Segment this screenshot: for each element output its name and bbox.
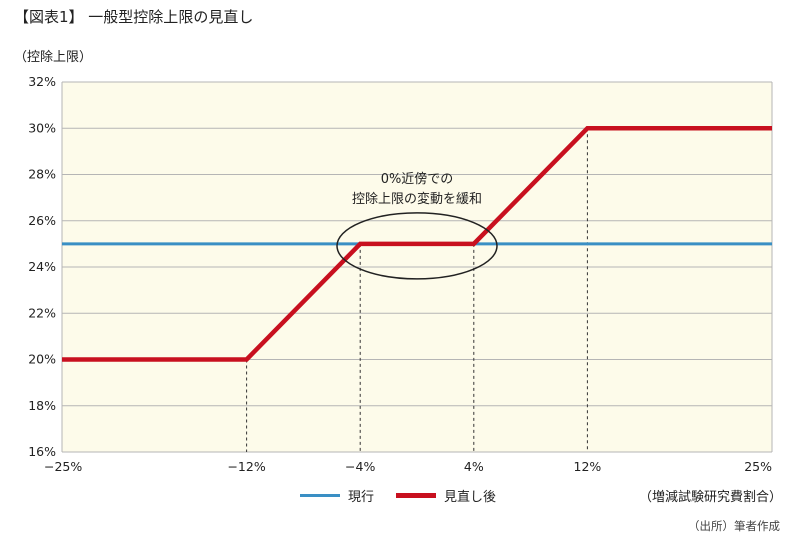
- annotation-line2: 控除上限の変動を緩和: [352, 191, 482, 207]
- y-tick-label: 28%: [28, 167, 56, 182]
- y-tick-labels: 32% 30% 28% 26% 24% 22% 20% 18% 16%: [28, 74, 56, 459]
- series-lines: [62, 126, 772, 362]
- legend-item-current: 現行: [300, 486, 374, 505]
- y-tick-label: 30%: [28, 120, 56, 135]
- x-tick-label: −12%: [227, 459, 265, 474]
- legend-item-revised: 見直し後: [396, 486, 496, 505]
- source-note: （出所）筆者作成: [688, 519, 780, 533]
- legend-label-current: 現行: [348, 490, 375, 505]
- x-tick-label: −4%: [345, 459, 375, 474]
- y-tick-label: 18%: [28, 398, 56, 413]
- y-axis-label: （控除上限）: [14, 50, 93, 65]
- y-tick-label: 16%: [28, 444, 56, 459]
- y-tick-label: 20%: [28, 352, 56, 367]
- x-tick-labels: −25% −12% −4% 4% 12% 25%: [44, 459, 772, 474]
- legend-swatch-current: [300, 494, 340, 497]
- legend: 現行 見直し後: [300, 486, 518, 505]
- x-tick-label: 4%: [464, 459, 484, 474]
- annotation: 0%近傍での 控除上限の変動を緩和: [336, 171, 498, 280]
- x-tick-label: 12%: [574, 459, 602, 474]
- y-tick-label: 24%: [28, 259, 56, 274]
- y-tick-label: 32%: [28, 74, 56, 89]
- annotation-ellipse: [336, 212, 498, 280]
- legend-label-revised: 見直し後: [444, 490, 497, 505]
- annotation-line1: 0%近傍での: [381, 171, 454, 187]
- x-axis-label: （増減試験研究費割合）: [638, 490, 782, 505]
- dashed-guides: [246, 128, 588, 452]
- legend-swatch-revised: [396, 493, 437, 498]
- series-line-revised: [62, 126, 772, 362]
- y-tick-label: 22%: [28, 305, 56, 320]
- x-tick-label: −25%: [44, 459, 82, 474]
- x-tick-label: 25%: [744, 459, 772, 474]
- y-tick-label: 26%: [28, 213, 56, 228]
- chart-title: 【図表1】 一般型控除上限の見直し: [14, 8, 254, 26]
